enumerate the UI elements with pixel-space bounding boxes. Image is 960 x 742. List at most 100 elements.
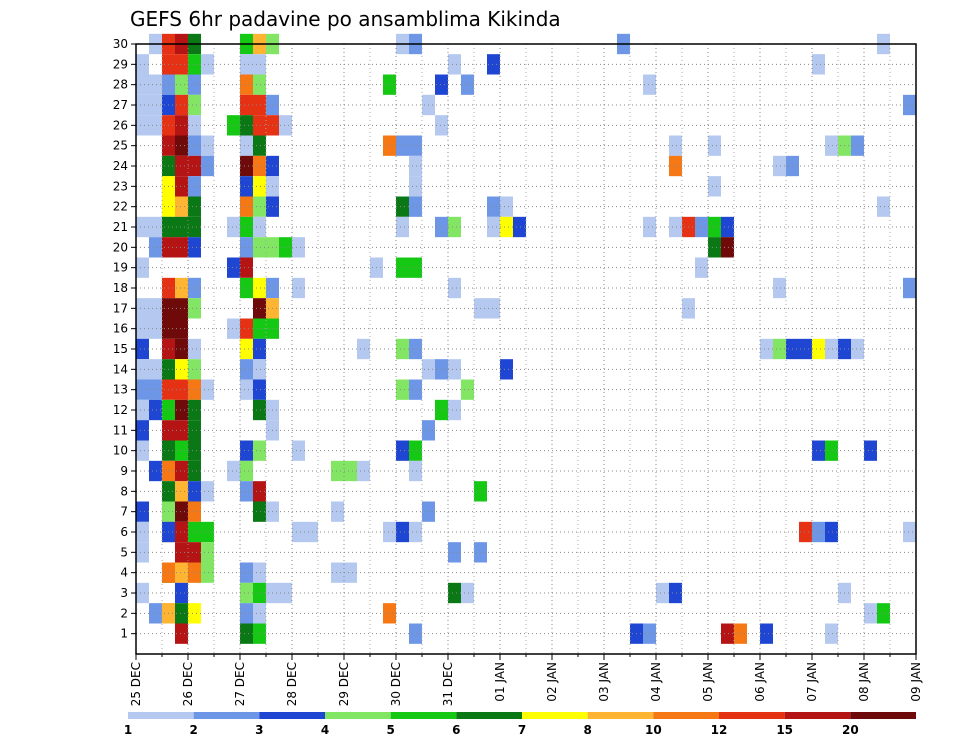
- heatmap-cell: [240, 623, 253, 644]
- heatmap-cell: [448, 582, 461, 604]
- heatmap-cell: [773, 338, 786, 360]
- y-tick-label: 1: [120, 627, 128, 641]
- heatmap-cell: [851, 338, 864, 360]
- heatmap-cell: [175, 318, 188, 339]
- heatmap-cell: [175, 623, 188, 644]
- y-tick-label: 27: [113, 98, 128, 112]
- heatmap-cell: [175, 440, 188, 461]
- heatmap-cell: [669, 582, 682, 604]
- heatmap-cell: [396, 338, 409, 360]
- heatmap-cell: [188, 277, 201, 299]
- heatmap-cell: [188, 196, 201, 217]
- heatmap-cell: [825, 440, 838, 461]
- colorbar-swatch: [719, 712, 785, 719]
- heatmap-cell: [240, 582, 253, 604]
- heatmap-cell: [240, 216, 253, 238]
- y-tick-label: 14: [113, 362, 128, 376]
- heatmap-cell: [357, 338, 370, 360]
- heatmap-cell: [461, 74, 474, 95]
- heatmap-cell: [227, 318, 240, 339]
- y-tick-label: 13: [113, 383, 128, 397]
- x-tick-label: 26 DEC: [181, 662, 195, 706]
- heatmap-cell: [305, 521, 318, 543]
- heatmap-cell: [773, 155, 786, 177]
- heatmap-cell: [695, 216, 708, 238]
- y-tick-label: 24: [113, 159, 128, 173]
- x-tick-label: 29 DEC: [337, 662, 351, 706]
- heatmap-cell: [175, 298, 188, 319]
- colorbar-swatch: [128, 712, 194, 719]
- heatmap-cell: [812, 521, 825, 543]
- heatmap-cell: [292, 521, 305, 543]
- heatmap-cell: [175, 115, 188, 136]
- y-tick-label: 9: [120, 464, 128, 478]
- heatmap-cell: [136, 582, 149, 604]
- heatmap-cell: [240, 379, 253, 400]
- heatmap-cell: [253, 338, 266, 360]
- heatmap-cell: [383, 74, 396, 95]
- heatmap-cell: [383, 521, 396, 543]
- heatmap-cell: [500, 359, 513, 380]
- heatmap-cell: [292, 440, 305, 461]
- x-tick-label: 09 JAN: [909, 662, 923, 702]
- heatmap-cell: [279, 237, 292, 258]
- heatmap-cell: [149, 94, 162, 116]
- heatmap-cell: [136, 359, 149, 380]
- heatmap-cell: [331, 501, 344, 522]
- heatmap-cell: [448, 359, 461, 380]
- x-axis-ticks: 25 DEC 26 DEC 27 DEC 28 DEC 29 DEC 30 DEC 31 D…: [129, 654, 923, 706]
- heatmap-cell: [253, 135, 266, 156]
- heatmap-cell: [240, 196, 253, 217]
- heatmap-cell: [409, 440, 422, 461]
- heatmap-cell: [383, 603, 396, 624]
- heatmap-cell: [669, 135, 682, 156]
- heatmap-cell: [188, 399, 201, 421]
- heatmap-cell: [188, 379, 201, 400]
- heatmap-cell: [188, 521, 201, 543]
- x-tick-label: 30 DEC: [389, 662, 403, 706]
- heatmap-cell: [188, 74, 201, 95]
- heatmap-cell: [253, 155, 266, 177]
- heatmap-cell: [201, 562, 214, 583]
- heatmap-cell: [188, 115, 201, 136]
- x-tick-label: 27 DEC: [233, 662, 247, 706]
- y-tick-label: 30: [113, 37, 128, 51]
- colorbar-label: 6: [452, 723, 460, 737]
- heatmap-cell: [903, 521, 916, 543]
- heatmap-cell: [149, 115, 162, 136]
- heatmap-cell: [253, 318, 266, 339]
- heatmap-cell: [175, 94, 188, 116]
- heatmap-cell: [149, 379, 162, 400]
- heatmap-cell: [240, 277, 253, 299]
- heatmap-cell: [344, 460, 357, 482]
- colorbar-label: 7: [518, 723, 526, 737]
- heatmap-cell: [331, 460, 344, 482]
- heatmap-cell: [175, 379, 188, 400]
- heatmap-cell: [188, 298, 201, 319]
- heatmap-cell: [240, 460, 253, 482]
- heatmap-cell: [500, 216, 513, 238]
- heatmap-cell: [188, 420, 201, 441]
- heatmap-cell: [903, 277, 916, 299]
- heatmap-cell: [409, 460, 422, 482]
- heatmap-cell: [253, 196, 266, 217]
- heatmap-cell: [175, 54, 188, 75]
- heatmap-cell: [409, 521, 422, 543]
- heatmap-cell: [175, 603, 188, 624]
- heatmap-cell: [812, 54, 825, 75]
- colorbar: 1 2 3 4 5 6 7 8 10 12 15 20: [124, 712, 916, 737]
- heatmap-cell: [240, 562, 253, 583]
- heatmap-cell: [253, 603, 266, 624]
- y-tick-label: 6: [120, 525, 128, 539]
- x-tick-label: 01 JAN: [493, 662, 507, 702]
- heatmap-cell: [227, 257, 240, 278]
- heatmap-cell: [136, 542, 149, 563]
- heatmap-cell: [188, 338, 201, 360]
- heatmap-cell: [903, 94, 916, 116]
- heatmap-cell: [188, 603, 201, 624]
- heatmap-cell: [175, 460, 188, 482]
- y-tick-label: 2: [120, 606, 128, 620]
- heatmap-cell: [136, 338, 149, 360]
- heatmap-cell: [136, 501, 149, 522]
- heatmap-cell: [149, 318, 162, 339]
